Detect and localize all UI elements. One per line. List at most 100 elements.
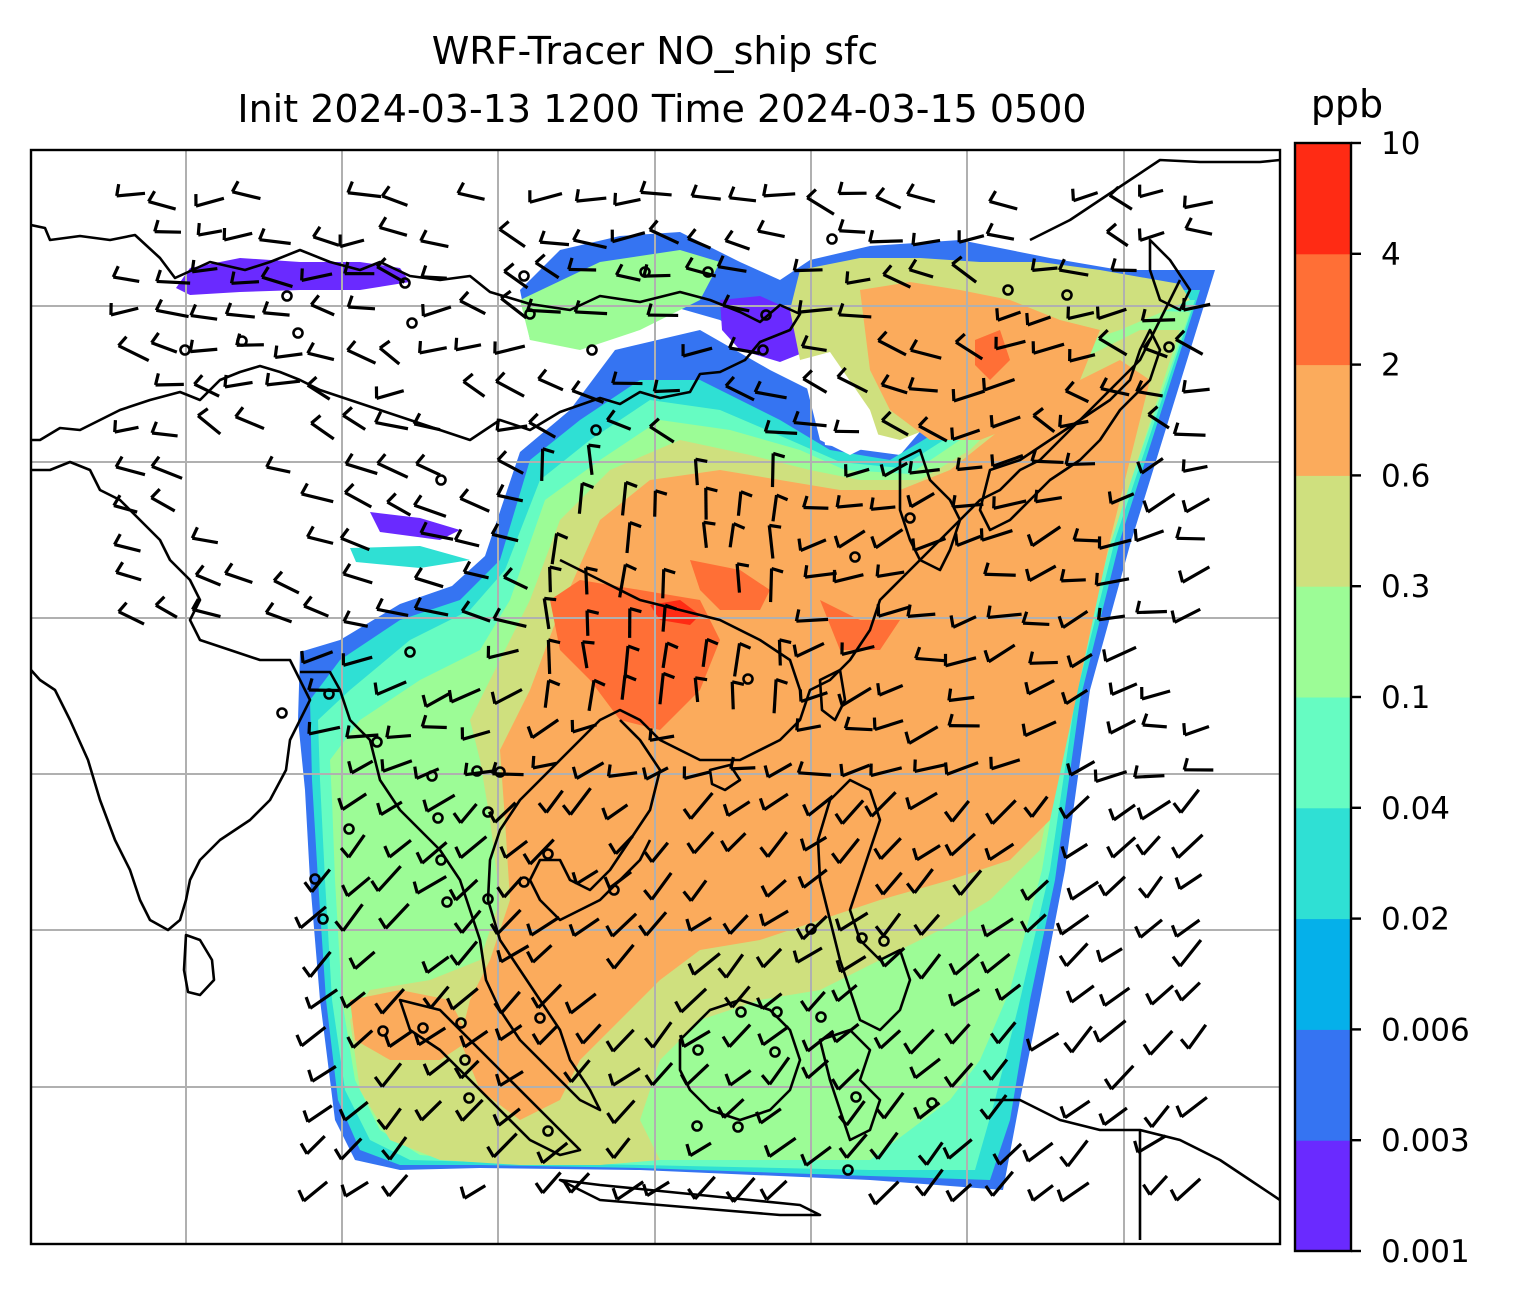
calm-wind-marker bbox=[1163, 341, 1175, 353]
wind-barb bbox=[1071, 188, 1099, 203]
wind-barb bbox=[831, 983, 858, 1003]
wind-barb bbox=[413, 1026, 447, 1047]
wind-barb bbox=[875, 186, 902, 210]
wind-barb bbox=[837, 1100, 866, 1127]
calm-wind-marker bbox=[417, 1022, 429, 1034]
wind-barb bbox=[1182, 722, 1210, 737]
wind-barb bbox=[610, 229, 646, 244]
wind-barb bbox=[459, 488, 490, 513]
colorbar-tick-label: 0.003 bbox=[1381, 1123, 1470, 1159]
wind-barb bbox=[795, 914, 828, 941]
wind-barb bbox=[957, 230, 985, 244]
wind-barb bbox=[873, 837, 902, 860]
wind-barb bbox=[265, 372, 301, 387]
coast-vietnam bbox=[528, 719, 662, 922]
wind-barb bbox=[799, 990, 826, 1012]
wind-barb bbox=[1098, 986, 1131, 1007]
wind-barb bbox=[1137, 228, 1165, 242]
wind-barb bbox=[876, 604, 910, 618]
wind-barb bbox=[757, 1025, 790, 1047]
wind-barb bbox=[777, 638, 792, 666]
wind-barb bbox=[447, 687, 481, 704]
wind-barb bbox=[980, 917, 1014, 938]
field-band-2-3 bbox=[975, 330, 1010, 380]
wind-barb bbox=[870, 528, 904, 550]
wind-barb bbox=[373, 1062, 403, 1088]
calm-wind-marker bbox=[463, 1092, 475, 1104]
wind-barb bbox=[661, 641, 679, 669]
wind-barb bbox=[909, 1057, 941, 1080]
wind-barb bbox=[869, 763, 903, 778]
wind-barb bbox=[1060, 842, 1089, 860]
wind-barb bbox=[837, 218, 866, 234]
wind-barb bbox=[611, 1180, 645, 1201]
wind-barb bbox=[722, 800, 751, 818]
colorbar-ticks: 0.001 0.003 0.006 0.02 0.04 0.1 0.3 0.6 2 4 10 bbox=[1351, 126, 1470, 1270]
wind-barb bbox=[792, 641, 825, 658]
wind-barb bbox=[456, 181, 485, 201]
wind-barb bbox=[1033, 489, 1063, 504]
wind-barb bbox=[905, 868, 934, 894]
wind-barb bbox=[913, 759, 947, 774]
wind-barb bbox=[1174, 329, 1204, 356]
coast-sulawesi bbox=[818, 1028, 882, 1142]
wind-barb bbox=[572, 228, 607, 250]
wind-barb bbox=[496, 876, 524, 899]
wind-barb bbox=[1098, 1106, 1128, 1126]
wind-barb bbox=[115, 183, 146, 198]
wind-barb bbox=[1096, 607, 1126, 622]
wind-barb bbox=[613, 192, 641, 207]
wind-barb bbox=[661, 603, 678, 632]
wind-barb bbox=[1066, 306, 1095, 321]
wind-barb bbox=[114, 455, 146, 477]
wind-barb bbox=[273, 345, 303, 360]
wind-barb bbox=[944, 832, 976, 857]
wind-barb bbox=[770, 451, 786, 488]
wind-barb bbox=[1095, 306, 1127, 321]
calm-wind-marker bbox=[435, 854, 447, 866]
wind-barb bbox=[486, 1132, 518, 1159]
wind-barb bbox=[641, 766, 669, 781]
wind-barb bbox=[153, 372, 184, 387]
wind-barb bbox=[526, 718, 560, 740]
wind-barb bbox=[496, 483, 524, 503]
wind-barb bbox=[546, 638, 561, 674]
wind-barb bbox=[1097, 875, 1127, 897]
wind-barb bbox=[570, 719, 597, 734]
wind-barb bbox=[487, 801, 517, 824]
calm-wind-marker bbox=[441, 896, 453, 908]
wind-barb bbox=[1174, 873, 1203, 891]
wind-barb bbox=[728, 186, 757, 203]
wind-barb bbox=[1019, 913, 1047, 934]
wind-barb bbox=[947, 688, 975, 703]
wind-barb bbox=[951, 388, 986, 403]
wind-barb bbox=[845, 271, 871, 285]
wind-barb bbox=[150, 455, 183, 480]
wind-barb bbox=[463, 762, 493, 777]
wind-barb bbox=[496, 944, 530, 964]
calm-wind-marker bbox=[769, 1046, 781, 1058]
wind-barb bbox=[154, 298, 189, 319]
wind-barb bbox=[1147, 405, 1170, 430]
wind-barb bbox=[620, 480, 638, 516]
colorbar-segment bbox=[1295, 143, 1351, 255]
wind-barb bbox=[985, 222, 1015, 241]
wind-barb bbox=[989, 1021, 1017, 1045]
wind-barb bbox=[620, 673, 637, 700]
wind-barb bbox=[914, 646, 945, 663]
map-panel bbox=[31, 150, 1280, 1244]
wind-barb bbox=[346, 1029, 374, 1049]
wind-barb bbox=[413, 567, 444, 589]
wind-barb bbox=[721, 294, 750, 313]
wind-barb bbox=[489, 908, 522, 936]
coast-srilanka bbox=[182, 933, 216, 997]
colorbar-segment bbox=[1295, 364, 1351, 476]
wind-barb bbox=[1023, 795, 1049, 818]
wind-barb bbox=[1134, 918, 1163, 939]
wind-barb bbox=[567, 257, 597, 272]
colorbar-segments bbox=[1295, 143, 1351, 1252]
wind-barb bbox=[446, 987, 479, 1011]
wind-barb bbox=[833, 529, 866, 549]
wind-barb bbox=[623, 644, 640, 679]
wind-barb bbox=[869, 1131, 899, 1160]
